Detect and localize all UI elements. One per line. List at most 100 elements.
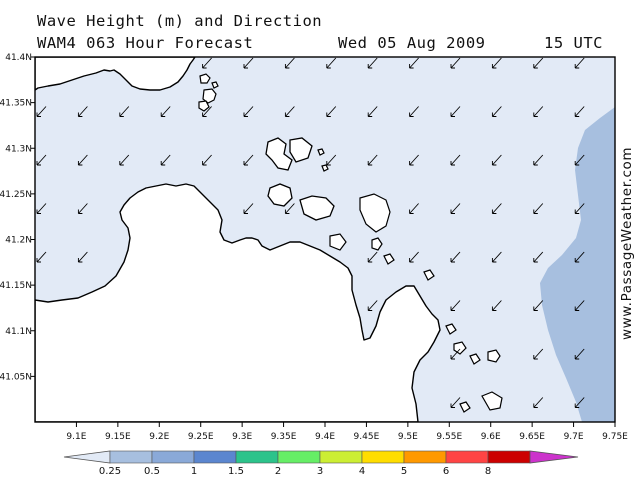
wave-arrow	[326, 106, 337, 117]
x-tick-label: 9.2E	[149, 432, 169, 442]
wave-arrow	[533, 154, 544, 166]
wave-arrow	[326, 154, 337, 166]
wave-arrow	[574, 251, 585, 263]
legend-swatch	[319, 450, 363, 464]
wave-arrow	[202, 57, 212, 69]
y-tick-label: 41.35N	[0, 99, 32, 109]
x-tick-label: 9.15E	[105, 432, 131, 442]
forecast-date: Wed 05 Aug 2009	[338, 34, 486, 52]
wave-arrow	[492, 57, 502, 69]
wave-arrow	[160, 106, 171, 117]
chart-title: Wave Height (m) and Direction	[37, 12, 323, 30]
wave-arrow-head	[491, 64, 497, 69]
wave-arrow-head	[491, 161, 497, 166]
wave-arrow	[202, 154, 212, 166]
legend-label: 8	[485, 466, 491, 477]
y-tick-label: 41.3N	[5, 144, 32, 154]
x-tick-label: 9.7E	[564, 432, 584, 442]
islet	[199, 73, 211, 84]
legend-swatch	[361, 450, 405, 464]
wave-arrow	[243, 154, 254, 166]
legend-label: 0.25	[99, 466, 121, 477]
x-tick-label: 9.45E	[354, 432, 380, 442]
island-maddalena	[265, 137, 293, 171]
legend-label: 6	[443, 466, 449, 477]
wave-arrow-head	[119, 161, 124, 166]
wave-arrow	[533, 203, 544, 214]
x-tick-label: 9.25E	[188, 432, 214, 442]
wave-arrow	[202, 106, 212, 117]
wave-arrow-head	[77, 161, 83, 166]
wave-arrow	[36, 203, 47, 214]
wave-arrow-head	[367, 64, 373, 69]
wave-arrow-head	[533, 112, 538, 117]
y-tick-label: 41.25N	[0, 190, 32, 200]
wave-arrow-head	[367, 258, 373, 263]
wave-arrow	[492, 203, 502, 214]
wave-arrow-head	[533, 258, 538, 263]
islet	[481, 391, 503, 411]
wave-arrow-head	[326, 161, 331, 166]
wave-arrow	[533, 106, 544, 117]
wave-arrow-head	[533, 161, 538, 166]
legend-label: 4	[359, 466, 365, 477]
wave-arrow-head	[409, 161, 414, 166]
wave-arrow-head	[367, 161, 373, 166]
wave-arrow	[36, 106, 47, 117]
wave-arrow	[78, 106, 88, 117]
wave-arrow-head	[284, 112, 290, 117]
wave-arrow	[367, 251, 378, 263]
x-tick-label: 9.65E	[519, 432, 545, 442]
wave-arrow-head	[450, 306, 455, 311]
wave-arrow	[574, 203, 585, 214]
wave-arrow-head	[450, 258, 455, 263]
wave-arrow	[409, 106, 419, 117]
y-tick-label: 41.4N	[5, 53, 32, 63]
y-tick-label: 41.1N	[5, 327, 32, 337]
wave-band-0-25-0-5	[540, 107, 615, 422]
wave-arrow	[574, 300, 585, 311]
wave-arrow-head	[450, 161, 455, 166]
wave-arrow	[574, 57, 585, 69]
wave-arrow	[492, 251, 502, 263]
wave-arrow-head	[284, 64, 290, 69]
wave-arrow-head	[574, 306, 580, 311]
legend-label: 1.5	[228, 466, 244, 477]
wave-arrow-head	[409, 112, 414, 117]
wave-arrow	[533, 57, 544, 69]
wave-arrow-head	[367, 306, 373, 311]
x-tick-label: 9.1E	[66, 432, 86, 442]
wave-arrow	[78, 154, 88, 166]
wave-arrow-head	[409, 64, 414, 69]
island-tavolara	[299, 195, 335, 221]
wave-arrow	[409, 203, 419, 214]
wave-arrow	[160, 154, 171, 166]
islet	[423, 269, 435, 281]
islet	[202, 88, 217, 104]
wave-arrow-head	[491, 258, 497, 263]
x-tick-label: 9.4E	[315, 432, 335, 442]
wave-arrow-head	[450, 355, 455, 360]
x-tick-label: 9.55E	[436, 432, 462, 442]
wave-arrow	[450, 203, 461, 214]
legend-swatch	[445, 450, 489, 464]
wave-arrow	[243, 57, 254, 69]
y-tick-label: 41.15N	[0, 281, 32, 291]
islet	[445, 323, 457, 335]
wave-arrow	[367, 300, 378, 311]
legend-label: 5	[401, 466, 407, 477]
wave-arrow-head	[533, 209, 538, 214]
wave-arrow	[119, 106, 130, 117]
wave-arrow-head	[36, 112, 41, 117]
wave-arrow-head	[119, 112, 124, 117]
x-tick-label: 9.35E	[271, 432, 297, 442]
legend-swatch	[235, 450, 279, 464]
wave-arrow-head	[574, 258, 580, 263]
legend-min-arrow	[63, 450, 111, 464]
wave-arrow-head	[202, 64, 207, 69]
wave-arrow-head	[574, 403, 580, 408]
wave-arrow-head	[77, 258, 83, 263]
wave-arrow-head	[533, 64, 538, 69]
wave-arrow	[533, 348, 544, 360]
wave-arrow	[450, 300, 461, 311]
